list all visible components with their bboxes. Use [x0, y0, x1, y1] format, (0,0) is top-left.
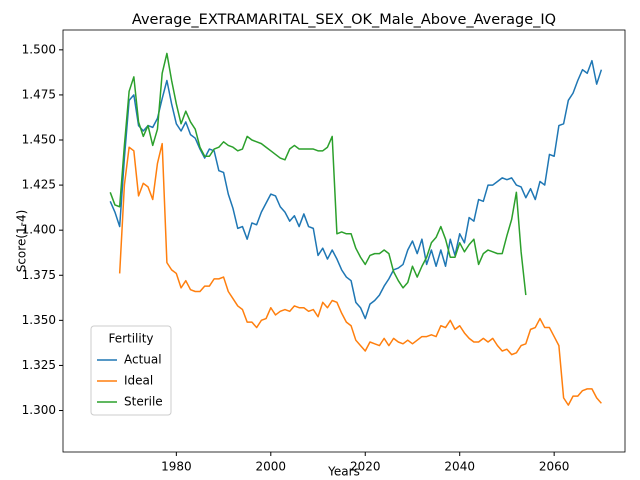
legend-label: Sterile: [124, 395, 163, 409]
legend-label: Ideal: [124, 374, 153, 388]
x-axis-label: Years: [327, 465, 360, 479]
y-tick-label: 1.300: [22, 403, 56, 417]
chart-title: Average_EXTRAMARITAL_SEX_OK_Male_Above_A…: [132, 12, 556, 28]
y-tick-label: 1.500: [22, 42, 56, 56]
x-tick-label: 2000: [256, 460, 287, 474]
x-tick-label: 2020: [350, 460, 381, 474]
x-tick-label: 1980: [161, 460, 192, 474]
x-tick-label: 2040: [444, 460, 475, 474]
x-tick-label: 2060: [539, 460, 570, 474]
y-tick-label: 1.350: [22, 313, 56, 327]
y-tick-label: 1.325: [22, 358, 56, 372]
y-tick-label: 1.375: [22, 268, 56, 282]
y-tick-label: 1.475: [22, 87, 56, 101]
plot-frame: [62, 29, 626, 453]
legend-box: [90, 325, 172, 416]
legend-label: Actual: [124, 353, 162, 367]
line-series: [109, 52, 527, 296]
y-tick-label: 1.425: [22, 178, 56, 192]
line-series: [118, 142, 602, 406]
legend-title: Fertility: [108, 332, 153, 346]
line-series: [109, 59, 603, 320]
y-tick-label: 1.400: [22, 223, 56, 237]
y-tick-label: 1.450: [22, 133, 56, 147]
y-axis-label: Score(1-4): [15, 210, 29, 273]
